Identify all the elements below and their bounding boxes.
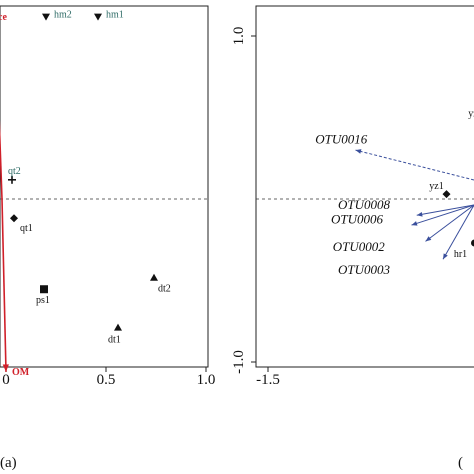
- panel-b-y-axis: 1.0 -1.0: [231, 27, 256, 374]
- sample-point: [40, 285, 48, 294]
- env-vector-arrowhead: [2, 364, 9, 372]
- sample-point: [8, 175, 16, 184]
- otu-arrowhead: [416, 212, 423, 217]
- y-tick-label: 1.0: [231, 27, 247, 46]
- panel-a-points: hm2 hm1 qt2 qt1 ps1 dt2 dt1: [8, 10, 171, 346]
- sample-label: hm2: [54, 10, 72, 21]
- sample-point: [114, 323, 122, 331]
- panel-b-arrows: [355, 149, 474, 260]
- panel-b-points: yz2yz1hr1hr2: [429, 109, 474, 260]
- sample-label: yz2: [468, 109, 474, 120]
- otu-arrow-line: [425, 204, 474, 242]
- x-tick-label: -1.5: [256, 372, 280, 388]
- x-tick-label: 0.5: [97, 372, 116, 388]
- otu-arrow-line: [355, 149, 474, 181]
- sample-label: dt1: [108, 335, 121, 346]
- y-tick-label: -1.0: [231, 350, 247, 374]
- sample-point: [94, 13, 102, 21]
- env-vector-label: OM: [12, 367, 30, 378]
- panel-a-label: (a): [0, 455, 17, 471]
- sample-point: [10, 214, 18, 223]
- otu-label: OTU0016: [315, 132, 368, 147]
- sample-label: yz1: [429, 181, 443, 192]
- otu-arrow-line: [411, 204, 474, 226]
- sample-point: [150, 273, 158, 281]
- sample-point: [42, 13, 50, 21]
- x-tick-label: 1.0: [197, 372, 216, 388]
- sample-point: [471, 239, 474, 247]
- panel-a-frame: [0, 5, 209, 368]
- otu-arrowhead: [443, 253, 448, 260]
- panel-b-label: (: [458, 455, 463, 471]
- otu-arrowhead: [411, 221, 418, 226]
- otu-arrow-line: [416, 204, 474, 216]
- otu-label: OTU0003: [338, 262, 391, 277]
- sample-label: qt1: [20, 223, 33, 234]
- env-vector-line: [0, 120, 3, 200]
- sample-label: ps1: [36, 295, 50, 306]
- otu-label: OTU0006: [331, 211, 384, 226]
- otu-label: OTU0002: [333, 239, 386, 254]
- sample-label: hr1: [454, 249, 467, 260]
- otu-arrowhead: [425, 236, 432, 242]
- panel-b-frame: [255, 5, 474, 368]
- sample-label: dt2: [158, 284, 171, 295]
- env-vector-label: ce: [0, 12, 7, 23]
- sample-label: qt2: [8, 166, 21, 177]
- sample-label: hm1: [106, 10, 124, 21]
- panel-a-x-axis: 0 0.5 1.0: [2, 367, 215, 388]
- env-vector-line: [1, 198, 7, 372]
- otu-arrowhead: [355, 149, 362, 154]
- otu-arrow-line: [442, 204, 474, 260]
- panel-b-otu-labels: OTU0016OTU0008OTU0006OTU0002OTU0003OTUOT…: [315, 132, 391, 277]
- sample-point: [442, 190, 451, 199]
- panel-a-env-vectors: ce OM: [0, 12, 30, 378]
- otu-label: OTU0008: [338, 197, 391, 212]
- panel-b-x-axis: -1.5: [256, 367, 280, 388]
- x-tick-label: 0: [2, 372, 10, 388]
